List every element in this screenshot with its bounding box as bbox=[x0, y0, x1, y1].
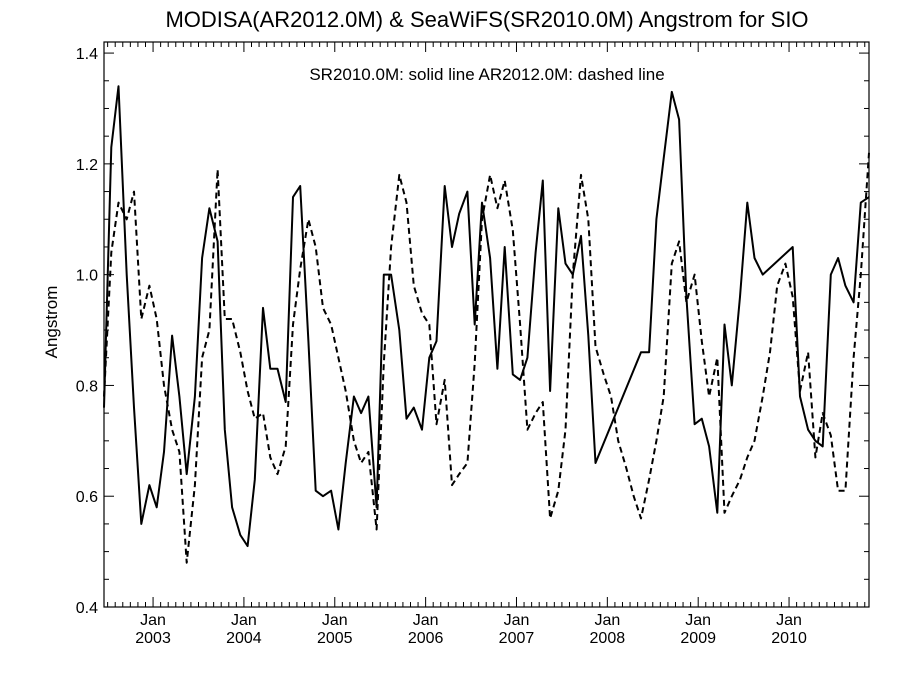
x-tick-year-label: 2004 bbox=[226, 630, 262, 647]
series-line-ar2012-0m bbox=[103, 152, 870, 564]
y-tick-label: 0.4 bbox=[76, 600, 98, 617]
x-tick-month-label: Jan bbox=[231, 612, 257, 629]
x-tick-month-label: Jan bbox=[322, 612, 348, 629]
y-tick-label: 1.2 bbox=[76, 157, 98, 174]
y-tick-label: 0.8 bbox=[76, 378, 98, 395]
series-layer bbox=[103, 85, 870, 564]
x-tick-year-label: 2005 bbox=[317, 630, 353, 647]
chart-title: MODISA(AR2012.0M) & SeaWiFS(SR2010.0M) A… bbox=[165, 7, 808, 32]
y-axis-label: Angstrom bbox=[42, 286, 61, 359]
x-tick-year-label: 2006 bbox=[408, 630, 444, 647]
x-tick-year-label: 2007 bbox=[499, 630, 535, 647]
x-tick-year-label: 2008 bbox=[590, 630, 626, 647]
y-tick-label: 1.4 bbox=[76, 46, 98, 63]
x-tick-month-label: Jan bbox=[413, 612, 439, 629]
line-style-legend: SR2010.0M: solid line AR2012.0M: dashed … bbox=[309, 65, 664, 84]
x-tick-month-label: Jan bbox=[140, 612, 166, 629]
x-tick-month-label: Jan bbox=[504, 612, 530, 629]
x-tick-month-label: Jan bbox=[594, 612, 620, 629]
x-tick-year-label: 2003 bbox=[135, 630, 171, 647]
x-axis-ticks: Jan2003Jan2004Jan2005Jan2006Jan2007Jan20… bbox=[107, 42, 866, 647]
plot-frame bbox=[103, 41, 870, 608]
x-tick-year-label: 2010 bbox=[771, 630, 807, 647]
series-line-sr2010-0m bbox=[103, 85, 870, 548]
x-tick-month-label: Jan bbox=[685, 612, 711, 629]
y-tick-label: 0.6 bbox=[76, 489, 98, 506]
x-tick-month-label: Jan bbox=[776, 612, 802, 629]
x-tick-year-label: 2009 bbox=[680, 630, 716, 647]
y-tick-label: 1.0 bbox=[76, 268, 98, 285]
y-axis-ticks: 0.4 0.6 0.8 1.0 1.2 1.4 bbox=[76, 46, 869, 617]
